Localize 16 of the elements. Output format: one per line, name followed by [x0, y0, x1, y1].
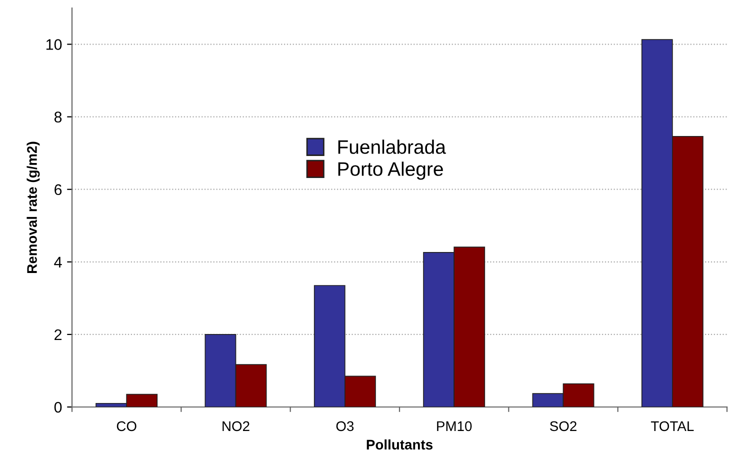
- y-tick-label: 2: [54, 329, 62, 340]
- x-axis-title: Pollutants: [366, 439, 432, 450]
- y-tick-label: 4: [54, 256, 62, 268]
- x-tick-label: CO: [116, 421, 136, 432]
- y-tick-label: 0: [54, 402, 62, 413]
- y-tick-label: 6: [54, 184, 62, 196]
- x-tick-label: SO2: [550, 421, 576, 432]
- legend-label: Porto Alegre: [338, 162, 443, 180]
- x-tick-label: O3: [336, 421, 354, 432]
- legend-label: Fuenlabrada: [338, 140, 446, 154]
- x-tick-label: PM10: [437, 421, 472, 432]
- x-tick-label: NO2: [222, 421, 250, 432]
- y-tick-label: 10: [46, 39, 62, 50]
- y-tick-label: 8: [54, 112, 62, 123]
- x-tick-label: TOTAL: [650, 421, 694, 432]
- y-axis-title: Removal rate (g/m2): [26, 142, 40, 273]
